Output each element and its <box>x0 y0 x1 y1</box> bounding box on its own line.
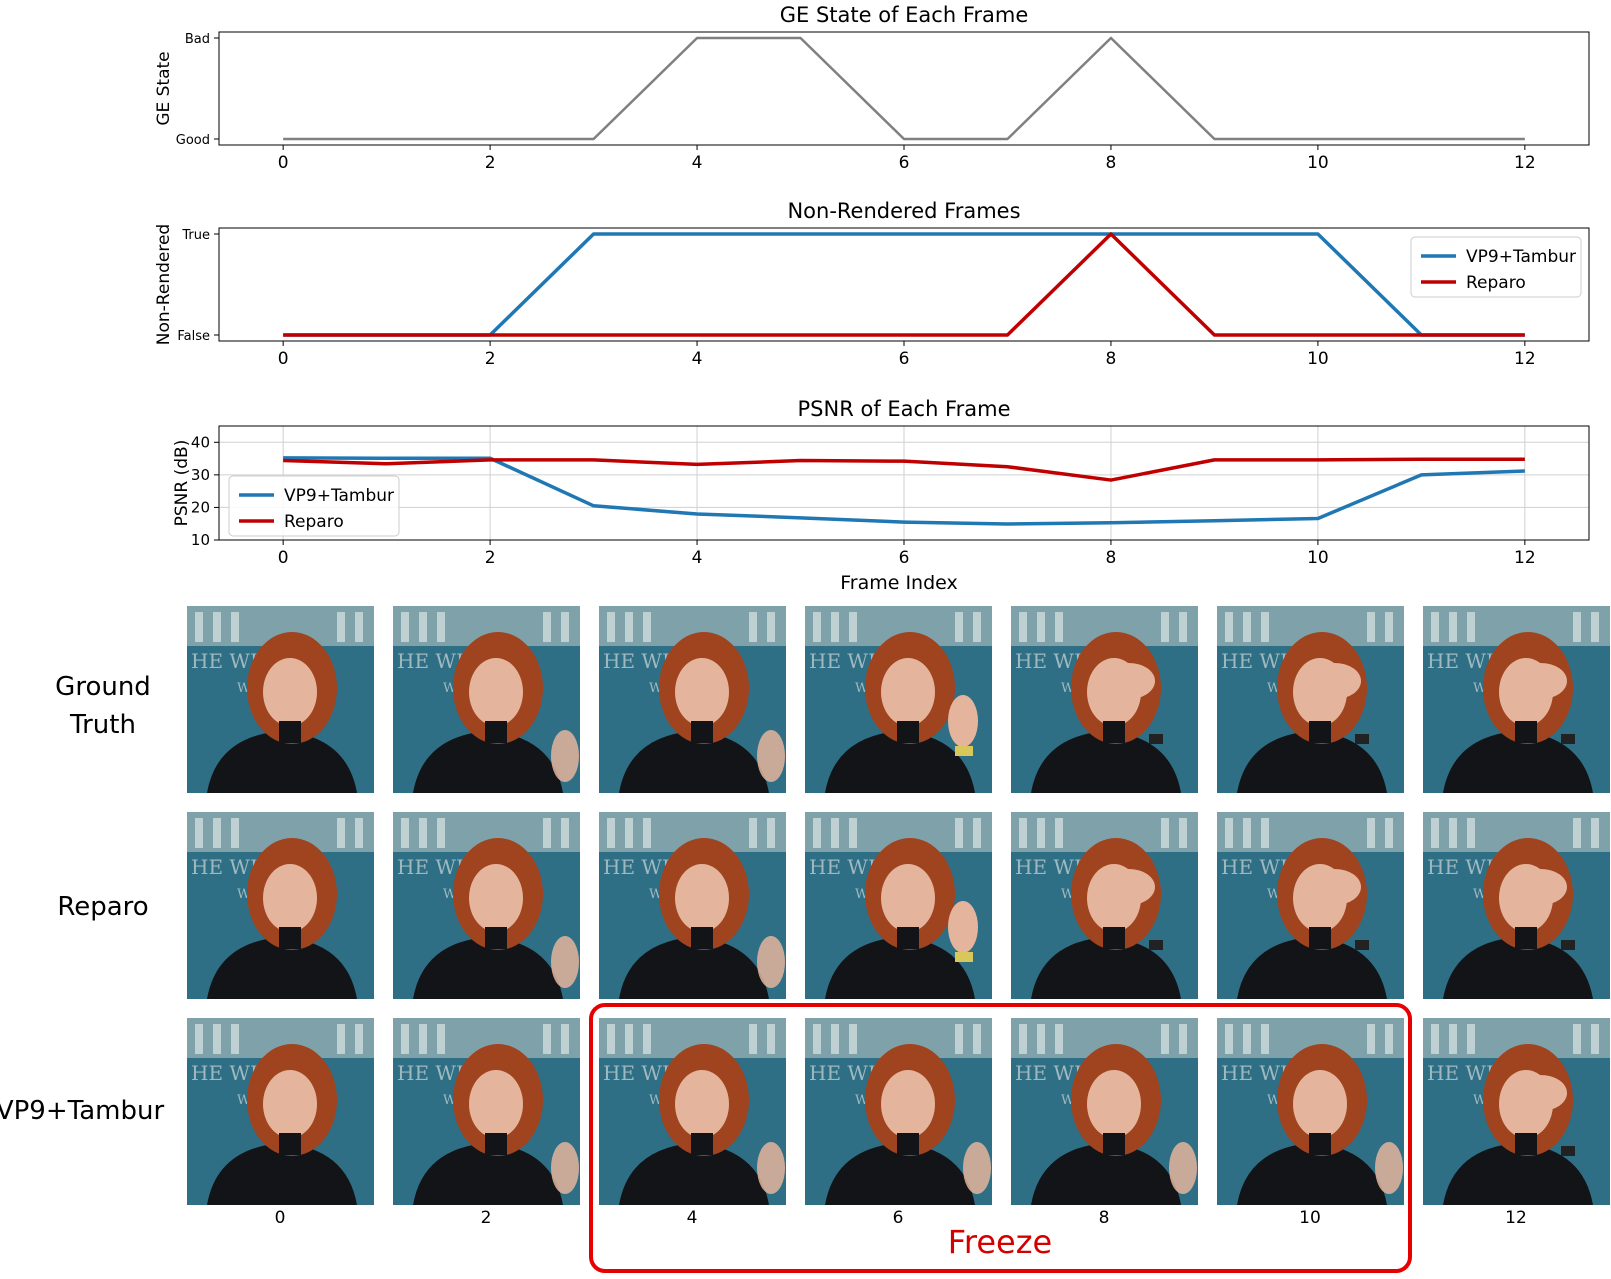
x-tick-label: 2 <box>485 548 496 568</box>
video-frame-thumbnail: HE WHI WAS <box>1011 1018 1198 1205</box>
freeze-highlight-box <box>589 1003 1412 1273</box>
y-tick-label: 10 <box>191 531 210 549</box>
row-label-vp9-tambur: VP9+Tambur <box>0 1096 165 1126</box>
video-frame-thumbnail: HE WHI WAS <box>1423 1018 1610 1205</box>
series-line-vp9-tambur <box>283 232 1525 337</box>
x-tick-label: 0 <box>278 153 289 173</box>
frame-index-label: 2 <box>480 1208 492 1228</box>
x-tick-label: 12 <box>1514 349 1536 369</box>
x-tick-label: 2 <box>485 349 496 369</box>
y-tick-label: 40 <box>191 433 210 451</box>
y-tick-label: True <box>181 228 210 243</box>
x-tick-label: 4 <box>692 153 703 173</box>
video-frame-thumbnail: HE WHI WAS <box>393 1018 580 1205</box>
video-frame-thumbnail: HE WHI WAS <box>805 606 992 793</box>
video-frame-thumbnail: HE WHI WAS <box>1217 1018 1404 1205</box>
x-tick-label: 0 <box>278 349 289 369</box>
video-frame-thumbnail: HE WHI WAS <box>187 1018 374 1205</box>
x-tick-label: 2 <box>485 153 496 173</box>
x-tick-label: 4 <box>692 349 703 369</box>
x-tick-label: 10 <box>1307 153 1329 173</box>
legend-label: Reparo <box>284 512 344 532</box>
legend-label: VP9+Tambur <box>284 486 394 506</box>
chart-figure: GE State of Each Frame 0 2 4 6 8 10 12 Good Bad GE… <box>154 3 1590 594</box>
frame-index-label: 4 <box>686 1208 698 1228</box>
x-tick-label: 10 <box>1307 548 1329 568</box>
freeze-label: Freeze <box>947 1223 1053 1261</box>
series-line-reparo <box>283 232 1525 337</box>
video-frame-thumbnail: HE WHI WAS <box>187 812 374 999</box>
series-line-ge-state <box>283 36 1525 141</box>
frame-index-label: 8 <box>1098 1208 1110 1228</box>
video-frame-thumbnail: HE WHI WAS <box>1011 812 1198 999</box>
chart-title: PSNR of Each Frame <box>798 397 1011 421</box>
chart-title: GE State of Each Frame <box>780 3 1029 27</box>
video-frame-thumbnail: HE WHI WAS <box>1011 606 1198 793</box>
x-axis-label: Frame Index <box>840 572 958 594</box>
x-tick-label: 12 <box>1514 548 1536 568</box>
y-tick-label: Good <box>176 133 210 148</box>
x-tick-label: 4 <box>692 548 703 568</box>
row-label-reparo: Reparo <box>57 892 149 922</box>
x-tick-label: 12 <box>1514 153 1536 173</box>
x-tick-label: 10 <box>1307 349 1329 369</box>
y-axis-label: Non-Rendered <box>154 224 174 345</box>
series-line-reparo <box>283 457 1525 482</box>
video-frame-thumbnail: HE WHI WAS <box>187 606 374 793</box>
frame-index-label: 6 <box>892 1208 904 1228</box>
video-frame-thumbnail: HE WHI WAS <box>1217 606 1404 793</box>
plot-frame <box>218 227 1590 342</box>
video-frame-thumbnail: HE WHI WAS <box>805 812 992 999</box>
video-frame-thumbnail: HE WHI WAS <box>393 606 580 793</box>
video-frame-thumbnail: HE WHI WAS <box>599 606 786 793</box>
video-frame-thumbnail: HE WHI WAS <box>805 1018 992 1205</box>
row-label-ground-truth: Ground Truth <box>55 672 151 740</box>
x-tick-label: 6 <box>899 548 910 568</box>
video-frame-thumbnail: HE WHI WAS <box>599 1018 786 1205</box>
video-frame-thumbnail: HE WHI WAS <box>1423 812 1610 999</box>
y-tick-label: 30 <box>191 466 210 484</box>
legend-label: Reparo <box>1466 273 1526 293</box>
y-tick-label: False <box>177 329 210 344</box>
video-frame-thumbnail: HE WHI WAS <box>1423 606 1610 793</box>
plot-frame <box>218 31 1590 146</box>
x-tick-label: 8 <box>1106 349 1117 369</box>
chart-title: Non-Rendered Frames <box>787 199 1020 223</box>
legend-label: VP9+Tambur <box>1466 247 1576 267</box>
y-axis-label: GE State <box>154 51 174 125</box>
frame-index-label: 0 <box>274 1208 286 1228</box>
y-axis-label: PSNR (dB) <box>172 440 192 527</box>
x-tick-label: 6 <box>899 349 910 369</box>
x-tick-label: 8 <box>1106 153 1117 173</box>
x-tick-label: 8 <box>1106 548 1117 568</box>
video-frame-thumbnail: HE WHI WAS <box>393 812 580 999</box>
y-tick-label: 20 <box>191 498 210 516</box>
frame-index-label: 12 <box>1505 1208 1527 1228</box>
x-tick-label: 0 <box>278 548 289 568</box>
y-tick-label: Bad <box>185 32 210 47</box>
x-tick-label: 6 <box>899 153 910 173</box>
video-frame-thumbnail: HE WHI WAS <box>1217 812 1404 999</box>
video-frame-thumbnail: HE WHI WAS <box>599 812 786 999</box>
frame-index-label: 10 <box>1299 1208 1321 1228</box>
